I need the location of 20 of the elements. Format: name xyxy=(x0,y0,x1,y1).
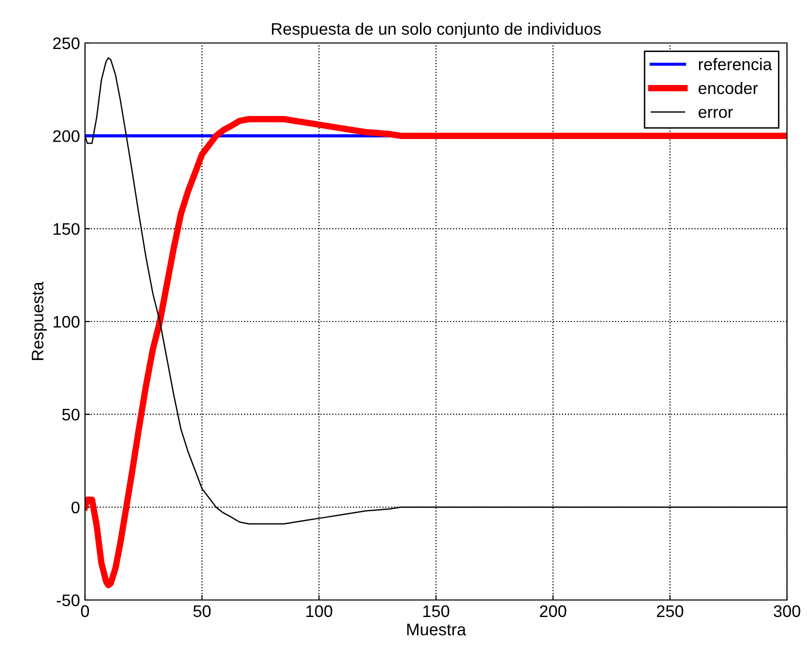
y-tick-label: 150 xyxy=(54,223,80,235)
chart-title: Respuesta de un solo conjunto de individuos xyxy=(272,22,601,38)
x-tick-label: 300 xyxy=(774,605,800,618)
x-tick-label: 50 xyxy=(193,605,211,618)
legend-label: encoder xyxy=(698,82,758,94)
y-tick-label: -50 xyxy=(56,594,80,606)
legend-label: referencia xyxy=(699,58,772,70)
x-tick-label: 100 xyxy=(306,605,332,618)
x-tick-label: 200 xyxy=(540,605,566,618)
x-tick-label: 150 xyxy=(423,605,450,618)
x-tick-label: 0 xyxy=(81,605,89,618)
legend-label: error xyxy=(698,108,733,118)
y-tick-label: 100 xyxy=(54,316,80,328)
y-tick-label: 0 xyxy=(72,502,80,514)
x-axis-title: Muestra xyxy=(407,624,466,636)
y-tick-label: 250 xyxy=(53,37,80,50)
y-tick-label: 50 xyxy=(62,408,80,421)
y-axis-title: Respuesta xyxy=(32,282,47,360)
y-tick-label: 200 xyxy=(53,130,80,142)
x-tick-label: 250 xyxy=(656,605,684,618)
